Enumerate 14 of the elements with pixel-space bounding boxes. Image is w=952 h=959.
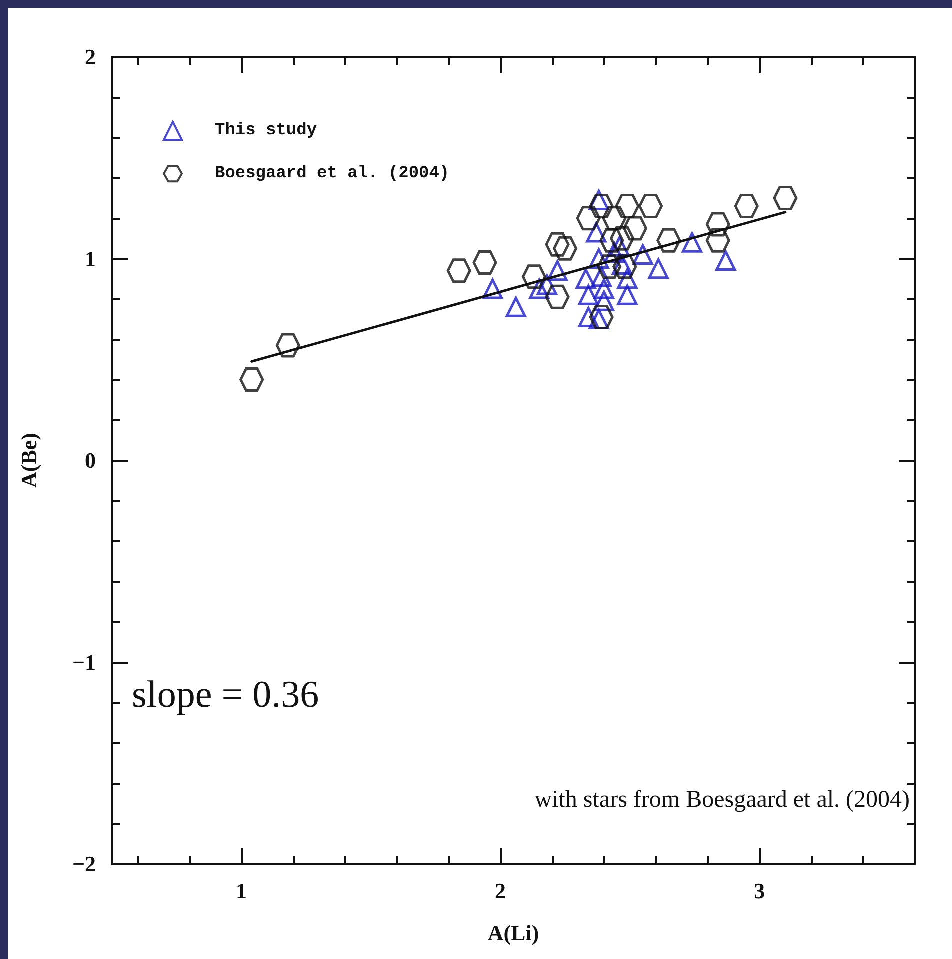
annotation: slope = 0.36	[132, 674, 320, 716]
x-axis-title: A(Li)	[488, 920, 540, 946]
x-tick-label: 2	[495, 878, 506, 904]
y-tick-label: 1	[85, 246, 96, 272]
legend-label: Boesgaard et al. (2004)	[215, 164, 450, 184]
annotation: with stars from Boesgaard et al. (2004)	[534, 787, 910, 813]
y-tick-label: −2	[72, 852, 96, 876]
legend-label: This study	[215, 122, 318, 140]
y-tick-label: 0	[85, 448, 96, 473]
x-tick-label: 3	[754, 878, 766, 904]
y-tick-label: −1	[72, 650, 96, 675]
y-axis-title: A(Be)	[16, 433, 42, 488]
y-tick-label: 2	[85, 44, 96, 70]
x-tick-label: 1	[236, 878, 248, 904]
